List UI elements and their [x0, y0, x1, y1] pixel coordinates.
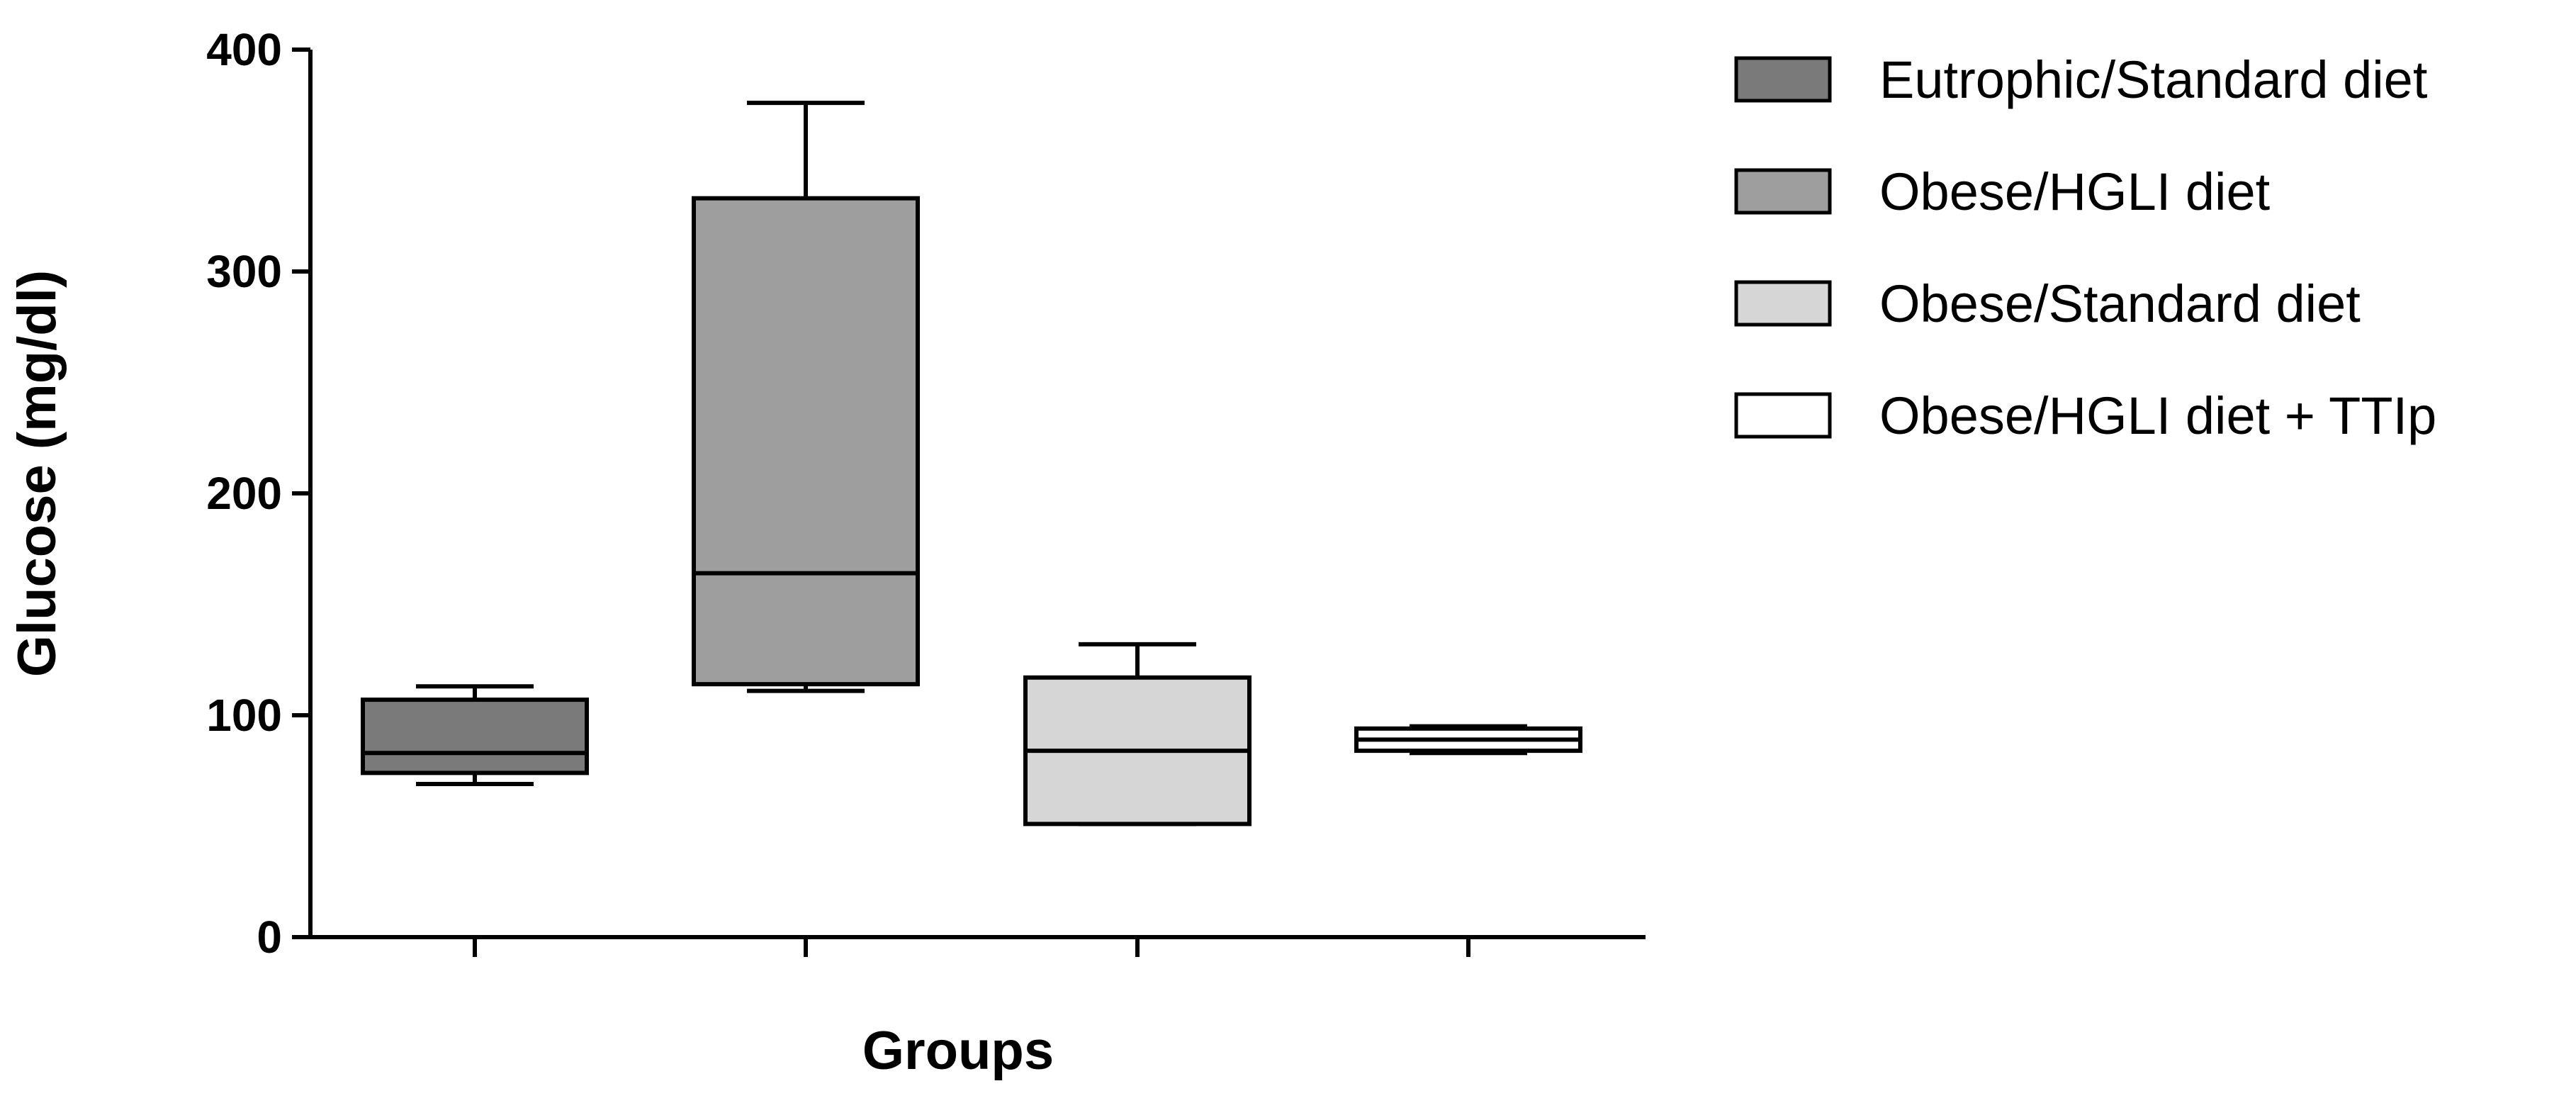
y-tick-label: 100 — [206, 690, 282, 741]
y-tick-label: 300 — [206, 246, 282, 297]
legend-label: Obese/Standard diet — [1879, 274, 2361, 333]
y-tick-label: 0 — [257, 912, 282, 963]
legend: Eutrophic/Standard diet Obese/HGLI diet Ob… — [1734, 50, 2436, 445]
box-group — [692, 101, 920, 693]
x-axis-title: Groups — [862, 1021, 1054, 1081]
legend-swatch — [1734, 56, 1832, 103]
box-group — [1354, 724, 1582, 756]
axes: 0 100 200 300 400 — [206, 24, 1646, 963]
box-iqr — [692, 196, 920, 687]
y-tick-label: 200 — [206, 468, 282, 519]
legend-item: Obese/Standard diet — [1734, 274, 2361, 333]
box-group — [361, 684, 589, 787]
legend-swatch — [1734, 168, 1832, 215]
y-tick-label: 400 — [206, 24, 282, 75]
boxes — [361, 101, 1582, 827]
legend-label: Obese/HGLI diet — [1879, 162, 2271, 221]
legend-item: Eutrophic/Standard diet — [1734, 50, 2428, 109]
legend-label: Obese/HGLI diet + TTIp — [1879, 386, 2436, 445]
legend-item: Obese/HGLI diet — [1734, 162, 2271, 221]
legend-item: Obese/HGLI diet + TTIp — [1734, 386, 2436, 445]
box-iqr — [361, 698, 589, 776]
legend-swatch — [1734, 280, 1832, 327]
box-group — [1023, 642, 1252, 827]
legend-label: Eutrophic/Standard diet — [1879, 50, 2428, 109]
legend-swatch — [1734, 392, 1832, 439]
y-axis-title: Glucose (mg/dl) — [7, 270, 67, 677]
